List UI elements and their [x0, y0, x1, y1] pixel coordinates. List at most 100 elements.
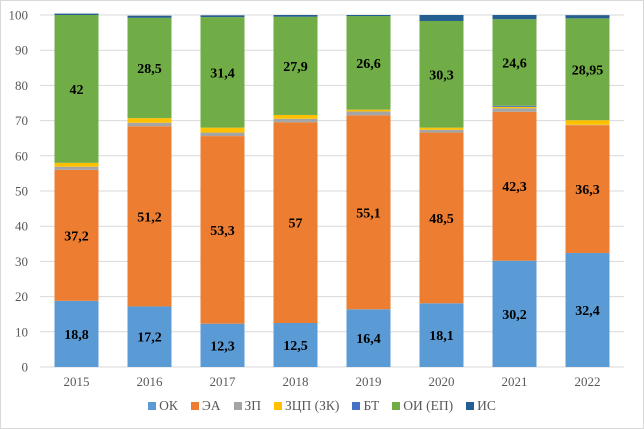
bar-segment: [54, 15, 99, 163]
x-tick-label: 2020: [429, 374, 455, 389]
bar-segment: [54, 166, 99, 170]
bar-segment: [54, 300, 99, 367]
bar-segment: [492, 19, 537, 106]
bar-segment: [200, 323, 245, 367]
legend-item: ОИ (ЕП): [392, 398, 453, 414]
bar-segment: [200, 127, 245, 133]
legend-label: ОИ (ЕП): [403, 398, 454, 413]
bar-segment: [346, 111, 391, 116]
y-tick-label: 80: [15, 78, 28, 93]
bar-segment: [419, 127, 464, 130]
legend: ОК ЭА ЗП ЗЦП (ЗК) БТ ОИ (ЕП) ИС: [0, 398, 644, 414]
legend-item: ЭА: [190, 398, 221, 414]
data-label: 16,4: [356, 332, 381, 347]
bar-segment: [419, 132, 464, 304]
x-tick-label: 2017: [210, 374, 237, 389]
data-label: 28,95: [572, 63, 604, 78]
data-label: 17,2: [137, 331, 162, 346]
y-tick-label: 20: [15, 289, 28, 304]
y-axis-ticks: 0 10 20 30 40 50 60 70 80 90 100: [9, 8, 29, 375]
y-tick-label: 70: [15, 113, 28, 128]
bar-segment: [419, 20, 464, 128]
data-labels: 18,8 37,2 42 17,2 51,2 28,5 12,3 53,3 31,4 12,5 57…: [64, 57, 603, 355]
bar-segment: [200, 17, 245, 128]
bar-segment: [346, 15, 391, 17]
bar-segment: [273, 16, 318, 115]
data-label: 24,6: [502, 57, 527, 72]
legend-label: ИС: [477, 398, 496, 413]
bar-segment: [565, 15, 610, 19]
data-label: 53,3: [210, 224, 235, 239]
bar-segment: [492, 106, 537, 109]
legend-item: ЗЦП (ЗК): [274, 398, 339, 414]
legend-label: ЗЦП (ЗК): [285, 398, 340, 413]
data-label: 37,2: [64, 229, 89, 244]
legend-swatch-icon: [190, 402, 199, 410]
data-label: 48,5: [429, 212, 454, 227]
y-tick-label: 0: [22, 360, 29, 375]
data-label: 42,3: [502, 180, 527, 195]
bar-segment: [54, 13, 99, 15]
data-label: 26,6: [356, 57, 381, 72]
data-label: 30,3: [429, 68, 454, 83]
bar-segment: [54, 162, 99, 167]
bar-segment: [492, 260, 537, 367]
legend-label: ЭА: [201, 398, 221, 413]
bar-segment: [492, 105, 537, 107]
y-tick-label: 10: [15, 324, 28, 339]
x-tick-label: 2015: [64, 374, 90, 389]
bar-segment: [565, 18, 610, 121]
bar-segment: [127, 122, 172, 127]
bar-segment: [127, 15, 172, 18]
bar-segment: [565, 252, 610, 367]
y-tick-label: 60: [15, 148, 28, 163]
legend-swatch-icon: [274, 402, 283, 410]
data-label: 28,5: [137, 62, 162, 77]
data-label: 18,1: [429, 329, 454, 344]
bar-segment: [200, 132, 245, 137]
bar-segment: [273, 15, 318, 17]
bar-segment: [565, 125, 610, 253]
data-label: 57: [289, 217, 303, 232]
data-label: 55,1: [356, 206, 381, 221]
y-tick-label: 50: [15, 184, 28, 199]
bar-segment: [346, 16, 391, 110]
y-tick-label: 40: [15, 219, 28, 234]
bar-segment: [492, 111, 537, 261]
bar-segment: [200, 15, 245, 18]
bar-segment: [200, 136, 245, 324]
data-label: 51,2: [137, 210, 162, 225]
legend-swatch-icon: [352, 402, 361, 410]
legend-swatch-icon: [392, 402, 401, 410]
legend-swatch-icon: [148, 402, 157, 410]
legend-item: БТ: [352, 398, 379, 414]
legend-swatch-icon: [466, 402, 475, 410]
legend-label: БТ: [363, 398, 380, 413]
y-tick-label: 100: [9, 8, 29, 23]
data-label: 30,2: [502, 308, 527, 323]
bar-segment: [127, 126, 172, 307]
bar-segment: [54, 169, 99, 301]
legend-label: ЗП: [244, 398, 262, 413]
legend-item: ЗП: [233, 398, 262, 414]
x-tick-label: 2016: [137, 374, 164, 389]
y-tick-label: 90: [15, 43, 28, 58]
bar-segment: [419, 15, 464, 21]
legend-swatch-icon: [233, 402, 242, 410]
x-axis-ticks: 2015 2016 2017 2018 2019 2020 2021 2022: [64, 374, 601, 389]
x-tick-label: 2022: [575, 374, 601, 389]
bar-segment: [273, 323, 318, 367]
bar-segment: [273, 114, 318, 119]
data-label: 12,5: [283, 339, 308, 354]
bar-segment: [419, 303, 464, 367]
x-tick-label: 2019: [356, 374, 382, 389]
legend-item: ИС: [466, 398, 496, 414]
bar-segment: [127, 118, 172, 123]
bars: [54, 13, 610, 367]
x-tick-label: 2018: [283, 374, 309, 389]
data-label: 32,4: [575, 304, 600, 319]
x-tick-label: 2021: [502, 374, 528, 389]
bar-segment: [346, 309, 391, 367]
